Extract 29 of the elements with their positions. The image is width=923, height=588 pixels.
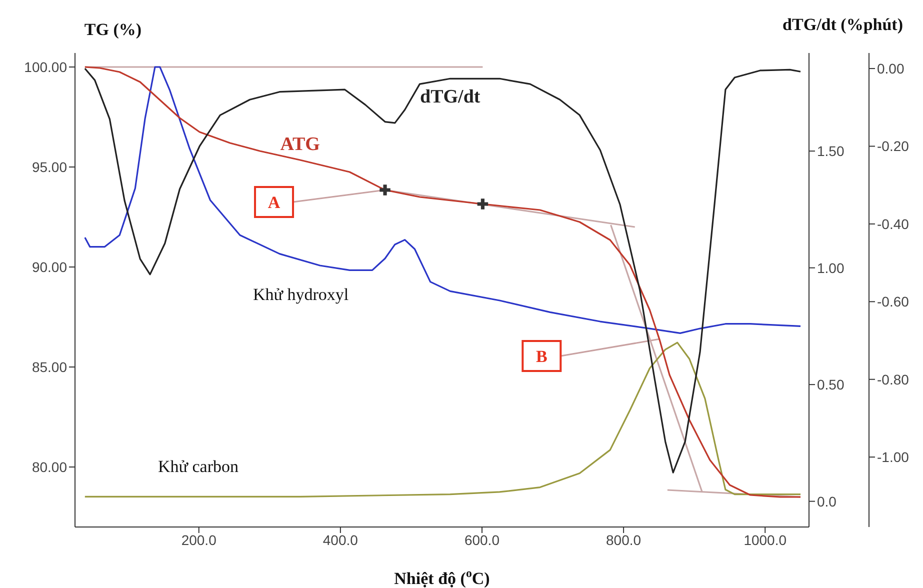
y-axis-title: TG (%) <box>84 20 142 39</box>
y3-tick-label: 0.00 <box>877 60 904 77</box>
y-tick-label: 80.00 <box>32 458 68 475</box>
series-label: ATG <box>280 134 320 155</box>
y2-tick-label: 0.0 <box>817 493 837 510</box>
y3-tick-label: -0.40 <box>877 216 910 232</box>
y-tick-label: 90.00 <box>32 258 68 275</box>
annotation: Khử hydroxyl <box>253 285 349 304</box>
x-tick-label: 800.0 <box>606 532 642 548</box>
x-tick-label: 200.0 <box>181 532 217 548</box>
x-tick-label: 400.0 <box>322 532 358 548</box>
y-tick-label: 100.00 <box>24 58 68 75</box>
y3-tick-label: -0.80 <box>877 371 910 388</box>
x-tick-label: 600.0 <box>464 532 500 548</box>
y2-tick-label: 0.50 <box>817 376 844 393</box>
y3-tick-label: -0.60 <box>877 294 910 310</box>
annotation: Khử carbon <box>158 457 239 476</box>
annotation: B <box>536 347 548 366</box>
y-tick-label: 85.00 <box>32 358 68 375</box>
annotation: A <box>268 193 281 212</box>
y3-tick-label: -0.20 <box>877 138 910 154</box>
x-tick-label: 1000.0 <box>744 532 787 548</box>
x-axis-title: Nhiệt độ ($^{o}$C) <box>394 566 490 588</box>
series-label: dTG/dt <box>420 86 481 108</box>
y2-axis-title: dTG/dt (%phút) <box>782 15 903 34</box>
y2-tick-label: 1.50 <box>817 143 844 160</box>
y-tick-label: 95.00 <box>32 158 68 175</box>
y3-tick-label: -1.00 <box>877 449 910 466</box>
y2-tick-label: 1.00 <box>817 260 844 276</box>
